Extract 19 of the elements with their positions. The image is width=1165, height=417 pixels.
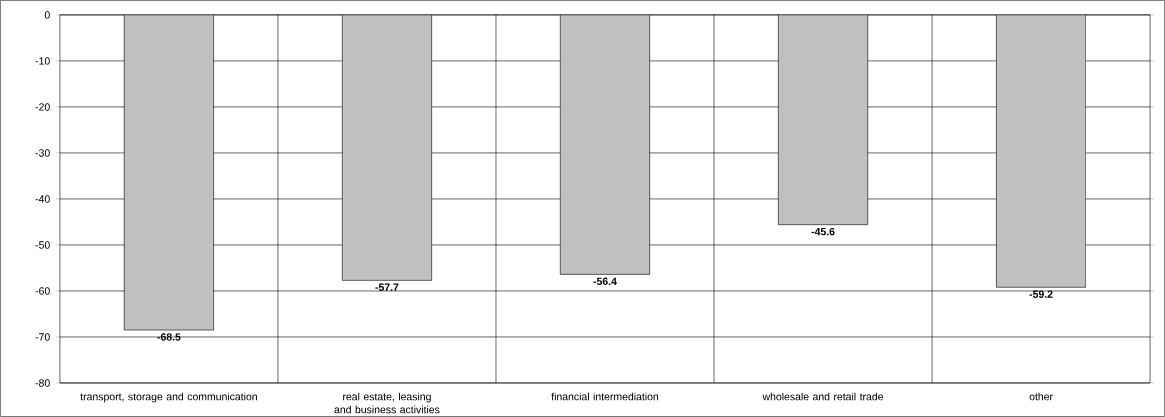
x-tick-label: financial intermediation [551,392,659,401]
y-tick-label: -70 [35,333,50,341]
y-tick-label: -10 [35,57,50,65]
y-tick-label: 0 [44,11,50,19]
x-tick-label: other [1029,392,1053,401]
y-tick-label: -50 [35,241,50,249]
x-tick-label: real estate, leasing and business activities [334,392,440,414]
y-tick-label: -80 [35,379,50,387]
data-label: -57.7 [375,283,399,291]
x-tick-label: transport, storage and communication [80,392,257,403]
x-tick-label: wholesale and retail trade [762,392,884,401]
y-tick-label: -20 [35,103,50,111]
data-label: -59.2 [1029,290,1053,298]
data-label: -56.4 [593,277,617,286]
y-tick-label: -40 [35,195,50,203]
data-label: -68.5 [157,333,181,341]
y-tick-label: -30 [35,149,50,157]
y-tick-label: -60 [35,287,50,295]
data-label: -45.6 [811,227,835,236]
